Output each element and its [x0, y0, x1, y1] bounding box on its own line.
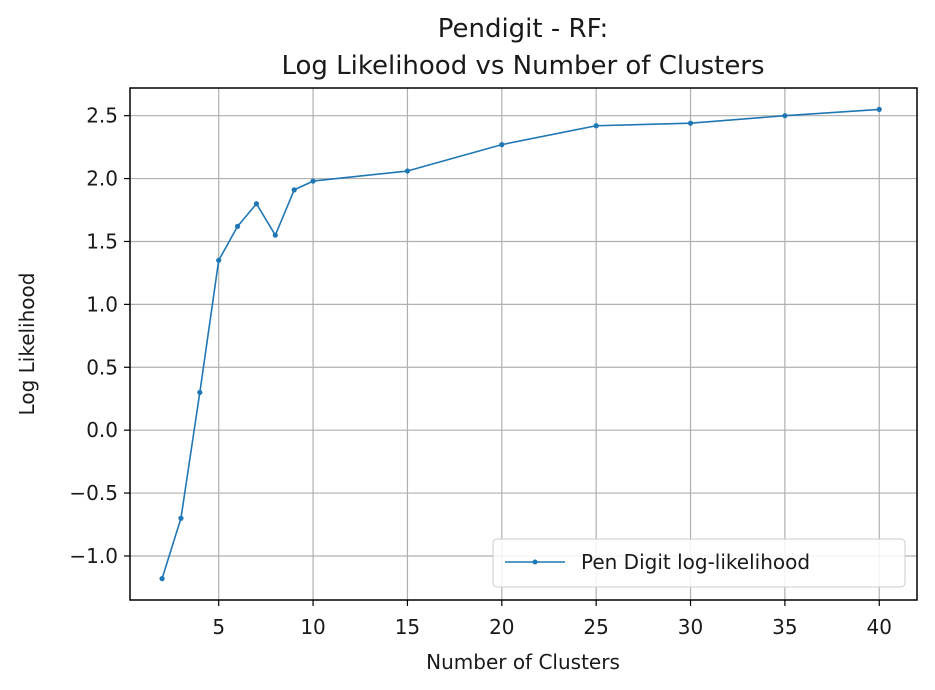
chart-title-line1: Pendigit - RF:: [438, 14, 609, 44]
y-tick-label: −0.5: [69, 481, 118, 505]
y-tick-label: 2.0: [86, 167, 118, 191]
data-point: [216, 257, 222, 263]
data-point: [687, 120, 694, 126]
legend: Pen Digit log-likelihood: [492, 538, 906, 588]
series-group: [159, 106, 882, 582]
data-point: [499, 142, 505, 148]
data-point: [197, 389, 203, 396]
x-tick-label: 30: [678, 615, 703, 639]
data-point: [291, 187, 297, 193]
series-line: [161, 108, 880, 579]
data-point: [234, 223, 241, 229]
y-tick-label: 1.0: [86, 292, 118, 316]
plot-frame: [129, 87, 918, 601]
grid: [130, 88, 917, 600]
data-point: [159, 576, 165, 582]
data-point: [593, 123, 599, 129]
x-tick-label: 10: [300, 615, 325, 639]
data-point: [178, 515, 184, 521]
y-tick-label: 0.5: [86, 355, 118, 379]
y-tick-label: 0.0: [86, 418, 118, 442]
x-tick-label: 35: [772, 615, 797, 639]
x-axis-label: Number of Clusters: [426, 650, 620, 674]
x-tick-label: 5: [212, 615, 225, 639]
data-point: [876, 106, 882, 112]
legend-point-marker: [532, 559, 538, 565]
y-tick-label: 1.5: [86, 229, 118, 253]
data-point: [253, 201, 260, 207]
data-point: [272, 232, 278, 238]
x-tick-label: 25: [583, 615, 608, 639]
y-tick-label: 2.5: [86, 104, 118, 128]
chart-title-line2: Log Likelihood vs Number of Clusters: [281, 51, 764, 81]
x-tick-label: 15: [395, 615, 420, 639]
data-point: [404, 168, 411, 174]
data-point: [310, 178, 316, 184]
axis-ticks: 5 10 15 20 25 30 35 40 −1.0 −0.5 0.0 0.5 1.0 1.5 2.0 2.…: [69, 104, 892, 639]
y-axis-label: Log Likelihood: [15, 273, 39, 416]
x-tick-label: 20: [489, 615, 514, 639]
legend-box: [492, 538, 906, 588]
x-tick-label: 40: [867, 615, 892, 639]
data-point: [782, 113, 788, 119]
y-tick-label: −1.0: [69, 544, 118, 568]
legend-label: Pen Digit log-likelihood: [581, 550, 810, 574]
